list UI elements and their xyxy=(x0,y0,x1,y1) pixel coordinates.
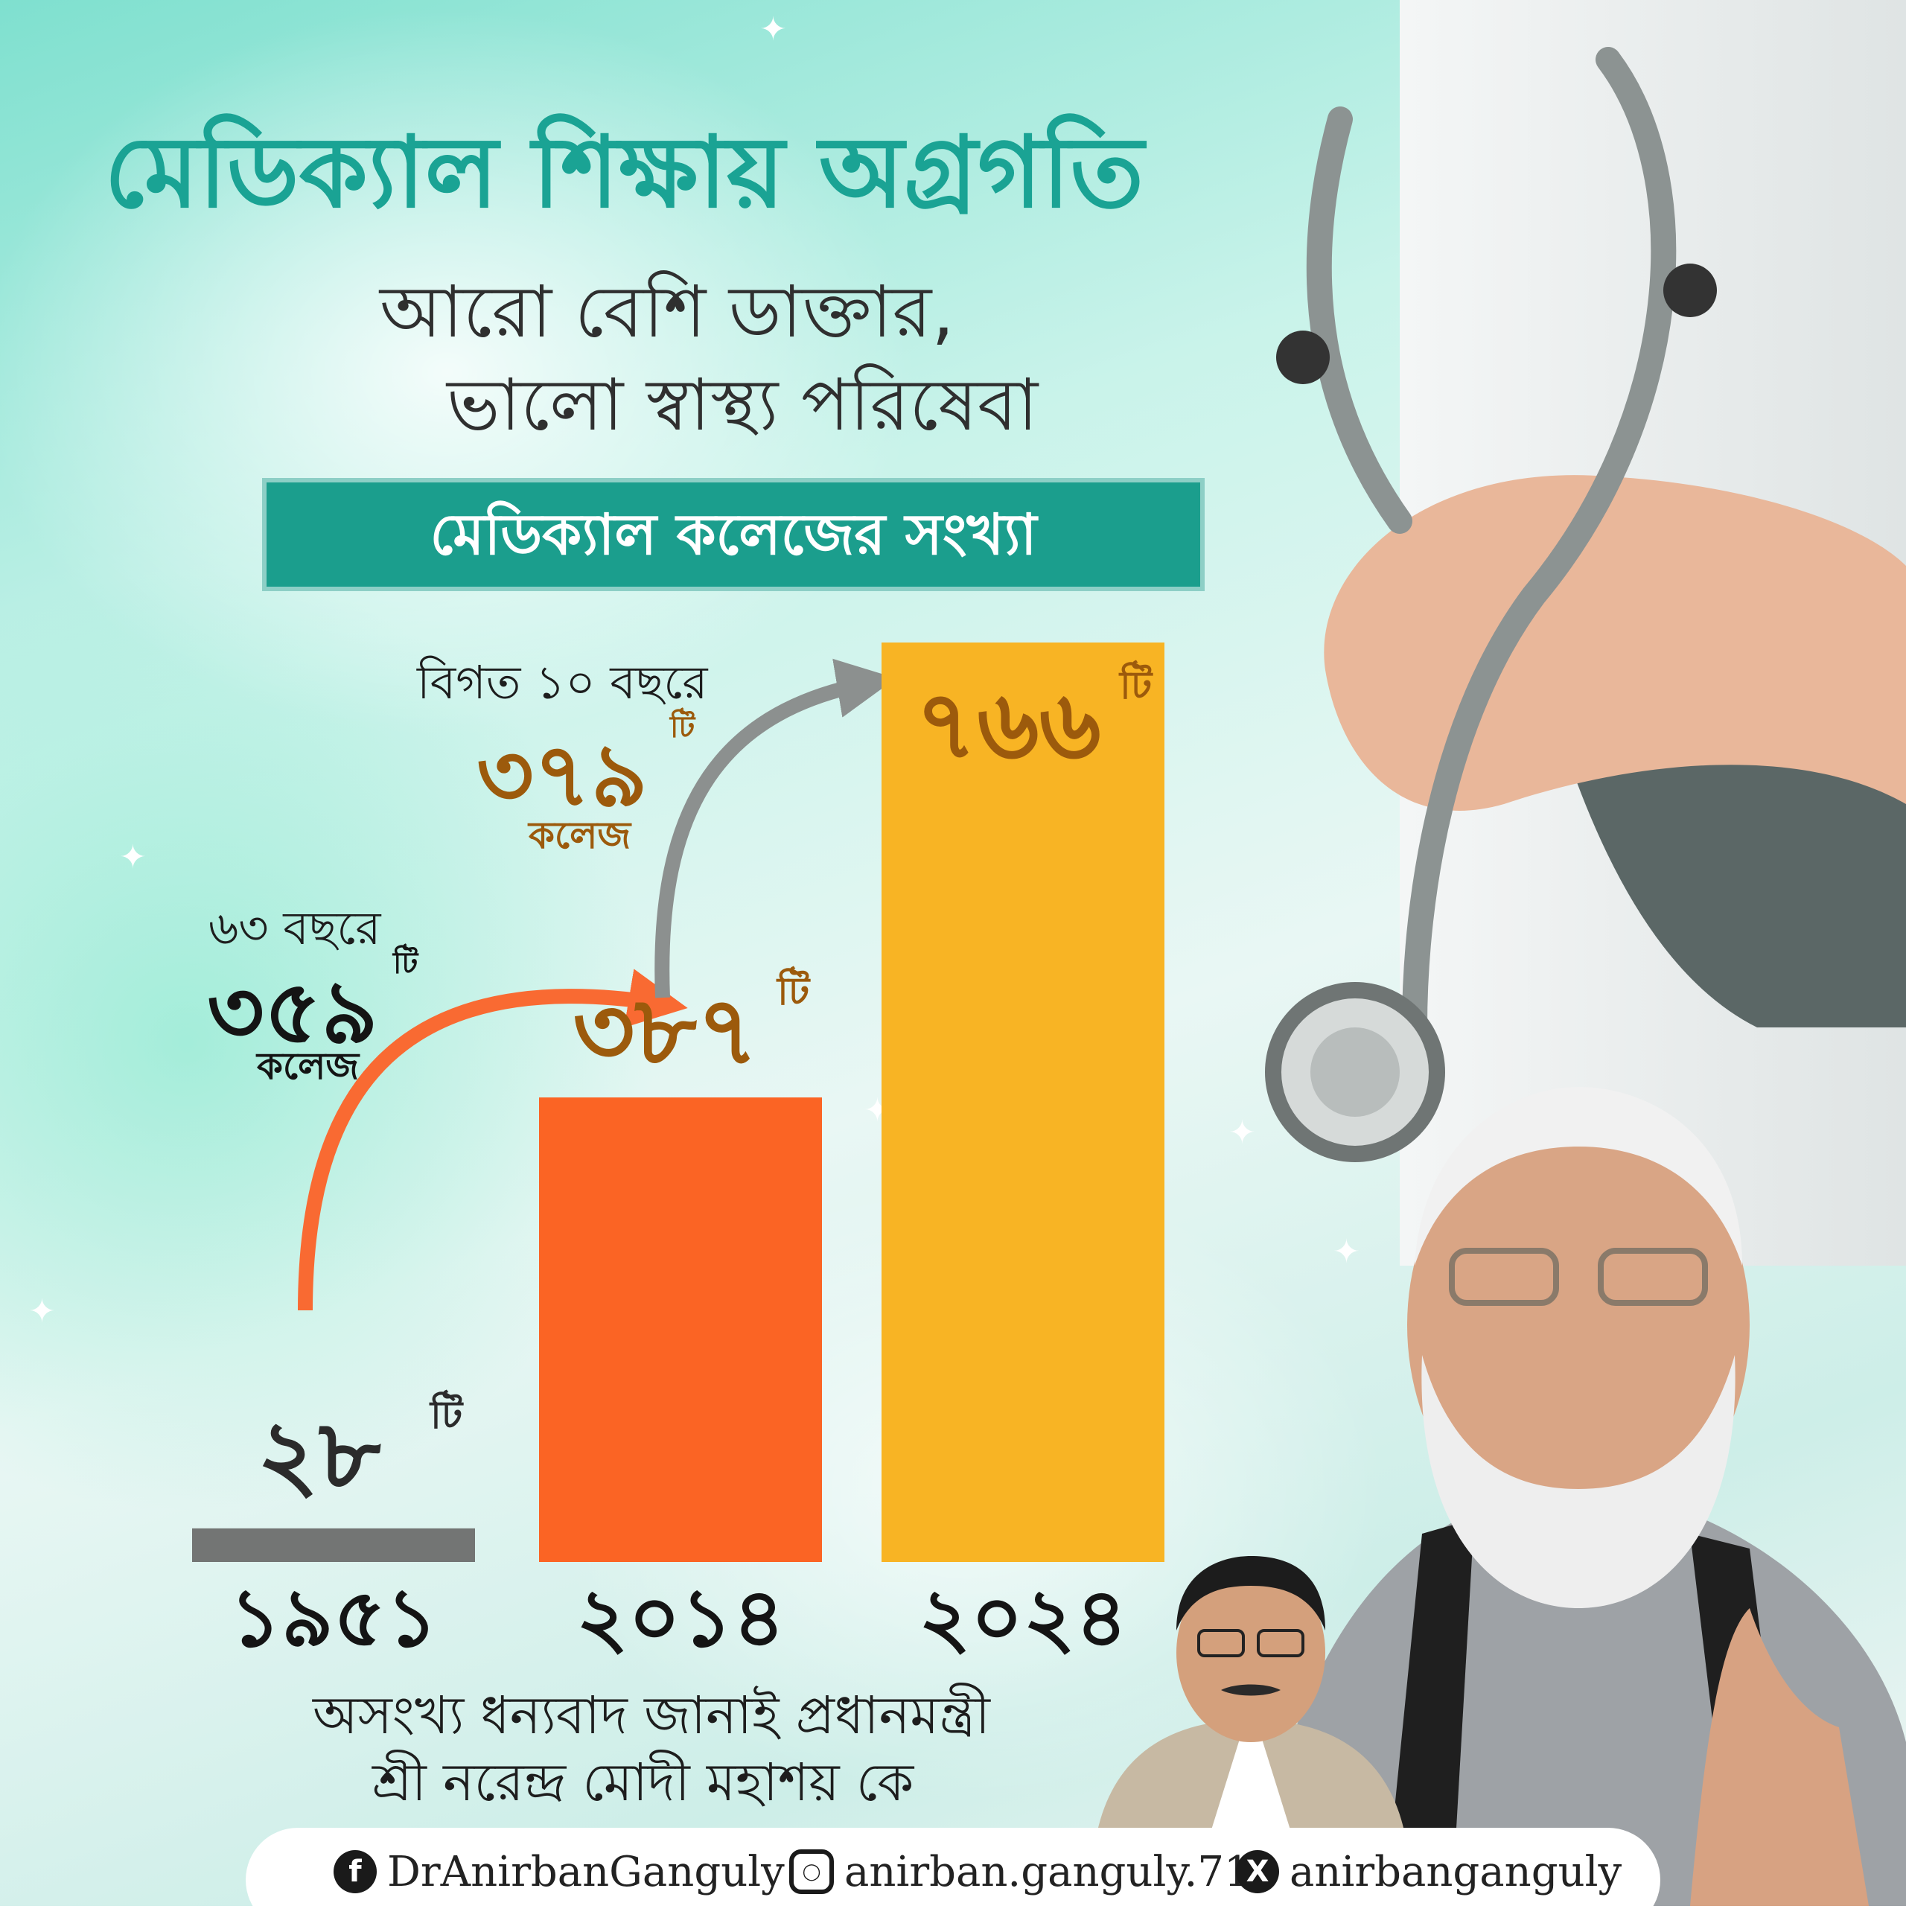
annotation-second-period: বিগত ১০ বছরে xyxy=(417,655,708,710)
social-instagram[interactable]: ◯ anirban.ganguly.71 xyxy=(789,1845,1251,1898)
instagram-handle: anirban.ganguly.71 xyxy=(844,1847,1251,1896)
sparkle-decoration: ✦ xyxy=(1228,1114,1256,1152)
annotation-first-period: ৬৩ বছরে xyxy=(208,901,381,955)
annotation-first-unit: টি xyxy=(393,946,418,981)
annotation-first-label: কলেজ xyxy=(257,1045,360,1088)
social-x[interactable]: X anirbanganguly xyxy=(1236,1845,1622,1898)
value-label-0: ২৮ xyxy=(257,1400,381,1511)
chart-title: মেডিক্যাল কলেজের সংখ্যা xyxy=(430,501,1037,567)
author-photo xyxy=(1094,1556,1407,1846)
bar-2 xyxy=(882,643,1164,1562)
x-icon: X xyxy=(1236,1850,1279,1893)
value-label-2: ৭৬৬ xyxy=(915,670,1101,781)
value-unit-0: টি xyxy=(429,1390,464,1438)
growth-arrow-2014-2024 xyxy=(654,658,896,998)
bar-0 xyxy=(192,1528,475,1562)
sparkle-decoration: ✦ xyxy=(1333,1233,1360,1271)
growth-arrow-1951-2014 xyxy=(298,969,688,1311)
category-label-0: ১৯৫১ xyxy=(229,1572,438,1665)
annotation-second-unit: টি xyxy=(670,710,695,745)
category-label-2: ২০২৪ xyxy=(919,1572,1128,1665)
annotation-second-value: ৩৭৯ xyxy=(476,724,648,826)
thanks-line-2: শ্রী নরেন্দ্র মোদী মহাশয় কে xyxy=(372,1752,914,1813)
value-unit-2: টি xyxy=(1118,660,1153,708)
category-label-1: ২০১৪ xyxy=(576,1572,785,1665)
value-unit-1: টি xyxy=(776,966,811,1014)
instagram-icon: ◯ xyxy=(789,1849,834,1894)
value-label-1: ৩৮৭ xyxy=(573,976,759,1087)
sparkle-decoration: ✦ xyxy=(759,10,787,48)
subtitle-line-2: ভালো স্বাস্থ্য পরিষেবা xyxy=(447,363,1039,447)
annotation-second-label: কলেজ xyxy=(529,814,631,857)
doctor-stethoscope-photo xyxy=(1265,0,1906,1266)
sparkle-decoration: ✦ xyxy=(119,838,147,876)
x-handle: anirbanganguly xyxy=(1290,1847,1622,1896)
social-facebook[interactable]: f DrAnirbanGanguly xyxy=(334,1845,785,1898)
facebook-handle: DrAnirbanGanguly xyxy=(387,1847,785,1896)
chart-title-banner: মেডিক্যাল কলেজের সংখ্যা xyxy=(262,478,1205,591)
annotation-first-value: ৩৫৯ xyxy=(207,960,378,1063)
bar-1 xyxy=(539,1097,822,1562)
subtitle-line-1: আরো বেশি ডাক্তার, xyxy=(380,270,954,354)
facebook-icon: f xyxy=(334,1850,377,1893)
thanks-line-1: অসংখ্য ধন্যবাদ জানাই প্রধানমন্ত্রী xyxy=(313,1685,990,1746)
page-title: মেডিক্যাল শিক্ষায় অগ্রগতি xyxy=(104,115,1144,230)
prime-minister-photo xyxy=(1258,1087,1906,1906)
sparkle-decoration: ✦ xyxy=(28,1292,56,1330)
